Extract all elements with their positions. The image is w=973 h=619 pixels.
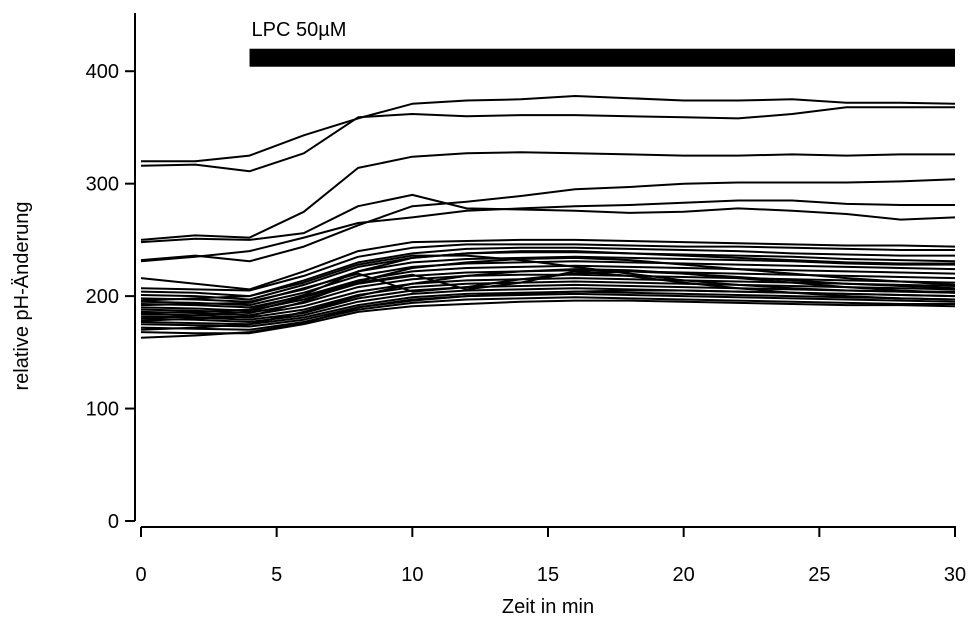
series-line-3 xyxy=(140,151,955,241)
x-tick-label: 10 xyxy=(401,564,423,586)
y-tick-label: 100 xyxy=(86,399,119,421)
series-line-9 xyxy=(140,246,955,298)
x-axis-label: Zeit in min xyxy=(502,596,594,618)
series-line-21 xyxy=(140,292,956,328)
series-line-15 xyxy=(140,273,956,314)
series-line-24 xyxy=(140,289,956,339)
y-axis-ticks: 0 100 200 300 400 xyxy=(86,61,135,533)
series-line-12 xyxy=(140,260,956,307)
y-tick-label: 200 xyxy=(86,286,119,308)
series-line-28 xyxy=(140,254,955,302)
series-line-4 xyxy=(140,199,955,263)
series-line-7 xyxy=(140,238,956,291)
lpc-label: LPC 50µM xyxy=(252,19,347,41)
series-line-22 xyxy=(140,296,955,331)
x-axis-ticks: 0 5 10 15 20 25 30 xyxy=(135,527,966,586)
x-tick-label: 30 xyxy=(944,564,966,586)
series-line-25 xyxy=(140,268,956,331)
y-axis-label: relative pH-Änderung xyxy=(11,202,33,391)
series-line-17 xyxy=(140,280,956,319)
x-tick-label: 25 xyxy=(808,564,830,586)
series-line-8 xyxy=(140,243,955,292)
series-line-6 xyxy=(140,178,956,263)
x-tick-label: 15 xyxy=(537,564,559,586)
x-tick-label: 5 xyxy=(271,564,282,586)
series-line-26 xyxy=(140,256,956,322)
plot-lines xyxy=(140,95,956,339)
series-line-2 xyxy=(140,106,955,173)
series-line-1 xyxy=(141,95,956,163)
series-line-23 xyxy=(140,299,956,335)
series-line-5 xyxy=(140,193,956,244)
lpc-treatment-bar xyxy=(249,48,956,67)
y-tick-label: 300 xyxy=(86,174,119,196)
y-tick-label: 400 xyxy=(86,61,119,83)
series-line-27 xyxy=(140,250,955,314)
series-line-16 xyxy=(140,277,956,317)
x-tick-label: 0 xyxy=(135,564,146,586)
series-line-30 xyxy=(140,270,956,320)
x-tick-label: 20 xyxy=(673,564,695,586)
y-tick-label: 0 xyxy=(108,511,119,533)
series-line-10 xyxy=(140,251,956,301)
